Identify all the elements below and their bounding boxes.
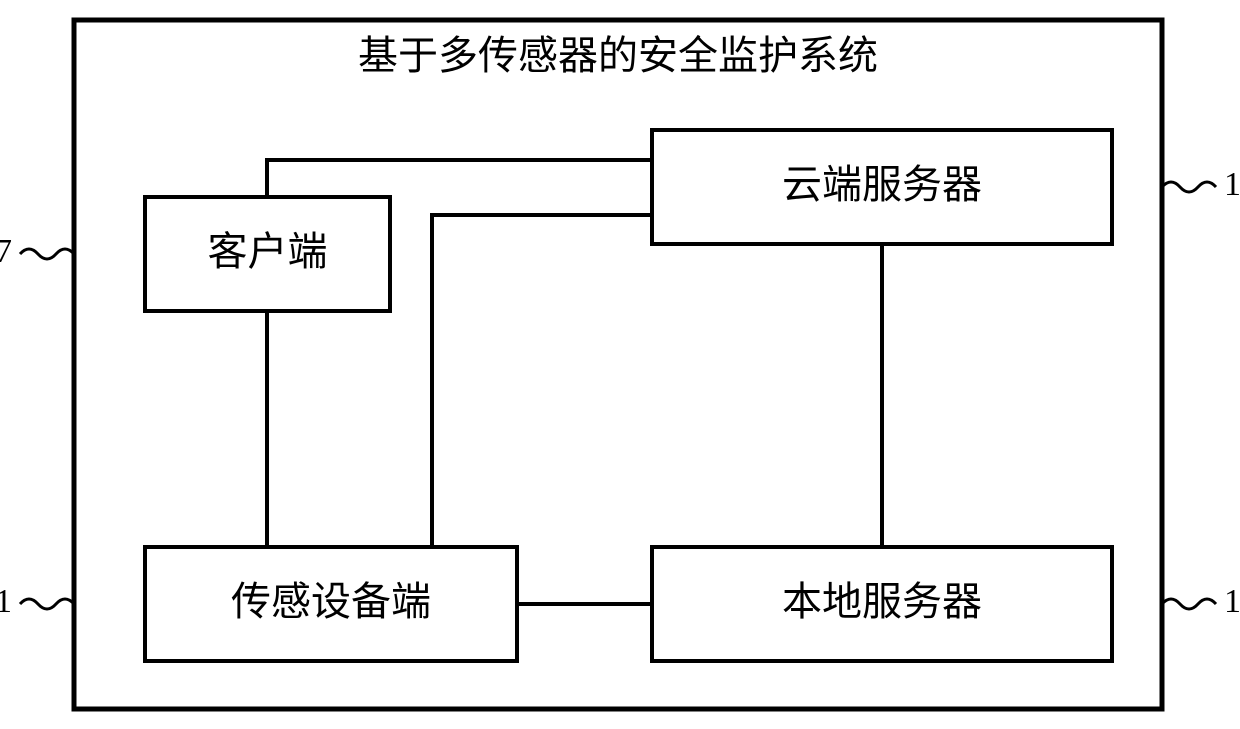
ref-number-local_server: 13 [1224, 583, 1240, 620]
ref-number-client: 17 [0, 233, 12, 270]
ref-connector-client [20, 249, 74, 259]
diagram-title: 基于多传感器的安全监护系统 [358, 33, 878, 78]
ref-connector-sensor [20, 599, 74, 609]
node-label-sensor: 传感设备端 [231, 579, 431, 624]
node-label-client: 客户端 [208, 229, 328, 274]
ref-connector-local_server [1162, 599, 1216, 609]
node-label-local_server: 本地服务器 [782, 579, 982, 624]
ref-number-sensor: 11 [0, 583, 12, 620]
ref-number-cloud_server: 15 [1224, 166, 1240, 203]
node-label-cloud_server: 云端服务器 [782, 162, 982, 207]
ref-connector-cloud_server [1162, 182, 1216, 192]
